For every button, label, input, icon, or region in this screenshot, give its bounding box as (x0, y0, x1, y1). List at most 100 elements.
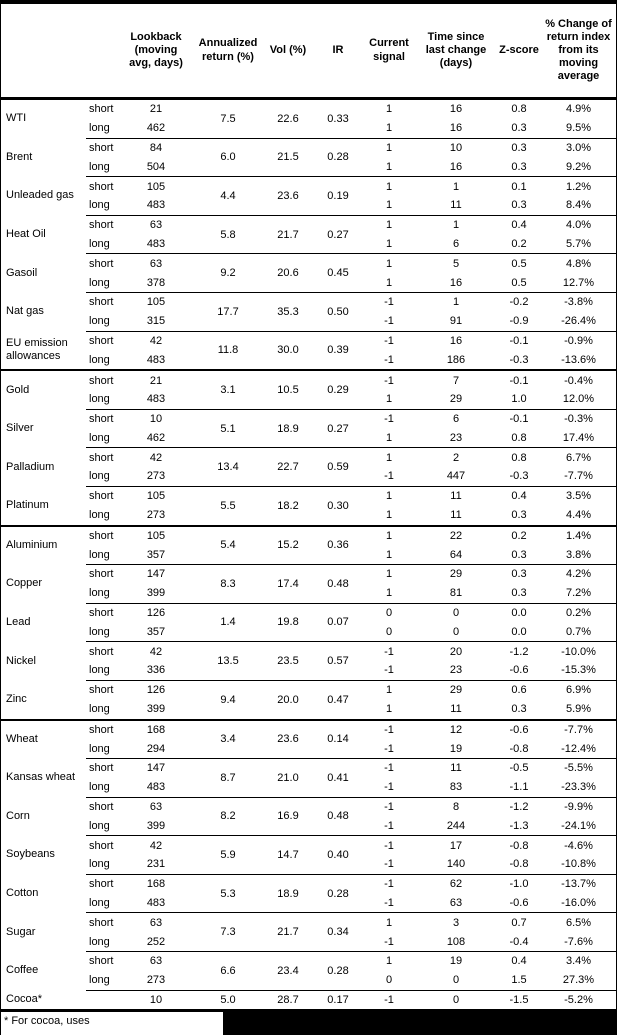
ir-value: 0.50 (313, 291, 363, 332)
side-label: short (86, 176, 119, 196)
ir-value: 0.28 (313, 951, 363, 991)
side-label: long (89, 548, 110, 561)
side-label: long (89, 858, 110, 871)
commodity-name: Nickel (6, 654, 36, 667)
table-row: long 483 1 6 0.2 5.7% (1, 235, 616, 254)
annualized-return-value: 5.0 (193, 989, 263, 1013)
side-label: long (89, 703, 110, 716)
vol-value: 23.5 (263, 641, 313, 681)
table-row: Lead short 126 1.4 19.8 0.07 0 0 0.0 0.2% (1, 602, 616, 642)
vol-value: 22.7 (263, 447, 313, 487)
vol-value: 23.6 (263, 718, 313, 759)
commodity-name: Platinum (6, 498, 49, 511)
commodity-name: Soybeans (6, 848, 55, 861)
lookback-value: 42 (119, 447, 193, 468)
time-since-change-value: 8 (415, 796, 497, 817)
table-row: long 399 -1 244 -1.3 -24.1% (1, 816, 616, 835)
commodity-name: Palladium (6, 460, 55, 473)
side-label: long (89, 470, 110, 483)
pct-change-value: -7.7% (541, 718, 616, 740)
lookback-value: 357 (146, 625, 166, 638)
z-score-value: -0.1 (497, 369, 541, 390)
current-signal-value: 1 (363, 447, 415, 468)
commodity-name: EU emission allowances (6, 336, 68, 363)
z-score-value: -0.3 (509, 470, 529, 483)
lookback-value: 105 (119, 291, 193, 312)
vol-value: 18.2 (263, 485, 313, 526)
pct-change-value: 1.4% (541, 524, 616, 546)
commodity-group-heat-oil: Heat Oil short 63 5.8 21.7 0.27 1 1 0.4 4.0% long 4… (1, 214, 616, 254)
z-score-value: 0.8 (511, 103, 527, 116)
commodity-group-palladium: Palladium short 42 13.4 22.7 0.59 1 2 0.8 6.7% lon… (1, 447, 616, 487)
annualized-return-value: 3.4 (193, 718, 263, 759)
current-signal-value: 1 (385, 237, 393, 250)
commodity-name: Zinc (6, 692, 27, 705)
current-signal-value: -1 (363, 758, 415, 778)
z-score-value: -1.1 (509, 781, 529, 794)
time-since-change-value: 11 (450, 509, 462, 522)
z-score-value: 0.3 (511, 703, 527, 716)
side-label: long (89, 160, 110, 173)
side-label: short (86, 524, 119, 546)
current-signal-value: -1 (363, 796, 415, 817)
current-signal-value: 1 (385, 122, 393, 135)
table-row: long 483 1 29 1.0 12.0% (1, 390, 616, 409)
table-row: Nickel short 42 13.5 23.5 0.57 -1 20 -1.2 -10.0% (1, 641, 616, 681)
side-label: short (86, 602, 119, 623)
vol-value: 21.5 (263, 137, 313, 177)
current-signal-value: -1 (384, 935, 394, 948)
side-label: long (89, 315, 110, 328)
time-since-change-value: 2 (415, 447, 497, 468)
commodity-name: Unleaded gas (6, 189, 74, 202)
current-signal-value: -1 (384, 858, 394, 871)
current-signal-value: 1 (363, 137, 415, 158)
annualized-return-value: 4.4 (193, 176, 263, 216)
commodity-group-cotton: Cotton short 168 5.3 18.9 0.28 -1 62 -1.0 -13.7% l… (1, 873, 616, 913)
commodity-group-unleaded-gas: Unleaded gas short 105 4.4 23.6 0.19 1 1 0.1 1.2%… (1, 176, 616, 216)
side-label: long (89, 742, 110, 755)
vol-value: 18.9 (263, 873, 313, 913)
current-signal-value: 1 (385, 548, 393, 561)
lookback-value: 63 (119, 951, 193, 971)
lookback-value: 105 (119, 524, 193, 546)
annualized-return-value: 5.4 (193, 524, 263, 565)
commodity-group-sugar: Sugar short 63 7.3 21.7 0.34 1 3 0.7 6.5% long 252 -… (1, 912, 616, 952)
pct-change-value: -9.9% (541, 796, 616, 817)
ir-value: 0.28 (313, 873, 363, 913)
pct-change-value: -15.3% (561, 664, 596, 677)
annualized-return-value: 11.8 (193, 330, 263, 371)
current-signal-value: -1 (363, 873, 415, 894)
ir-value: 0.27 (313, 214, 363, 254)
lookback-value: 84 (119, 137, 193, 158)
vol-value: 23.4 (263, 951, 313, 991)
side-label: long (89, 664, 110, 677)
column-header-6: Current signal (363, 4, 415, 100)
side-label: short (86, 330, 119, 351)
time-since-change-value: 1 (415, 176, 497, 196)
time-since-change-value: 1 (415, 214, 497, 235)
z-score-value: -0.6 (509, 664, 529, 677)
ir-value: 0.48 (313, 564, 363, 604)
side-label: short (86, 679, 119, 700)
lookback-value: 168 (119, 873, 193, 894)
side-label: short (89, 103, 114, 116)
pct-change-value: -7.7% (564, 470, 593, 483)
vol-value: 10.5 (263, 369, 313, 410)
time-since-change-value: 20 (415, 641, 497, 662)
commodity-group-nat-gas: Nat gas short 105 17.7 35.3 0.50 -1 1 -0.2 -3.8% l… (1, 291, 616, 332)
table-row: WTI short 21 7.5 22.6 0.33 1 16 0.8 4.9% (1, 99, 616, 124)
commodity-group-lead: Lead short 126 1.4 19.8 0.07 0 0 0.0 0.2% long 357 0… (1, 602, 616, 642)
column-header-7: Time since last change (days) (415, 4, 497, 100)
lookback-value: 399 (146, 703, 166, 716)
redaction-bar (223, 1012, 616, 1035)
pct-change-value: 6.5% (541, 912, 616, 933)
z-score-value: -1.0 (497, 873, 541, 894)
pct-change-value: -13.6% (561, 353, 596, 366)
pct-change-value: 9.5% (565, 122, 592, 135)
ir-value: 0.29 (313, 369, 363, 410)
pct-change-value: 4.8% (541, 253, 616, 274)
time-since-change-value: 23 (449, 431, 463, 444)
vol-value: 18.9 (263, 408, 313, 448)
current-signal-value: 1 (385, 587, 393, 600)
side-label: short (86, 137, 119, 158)
